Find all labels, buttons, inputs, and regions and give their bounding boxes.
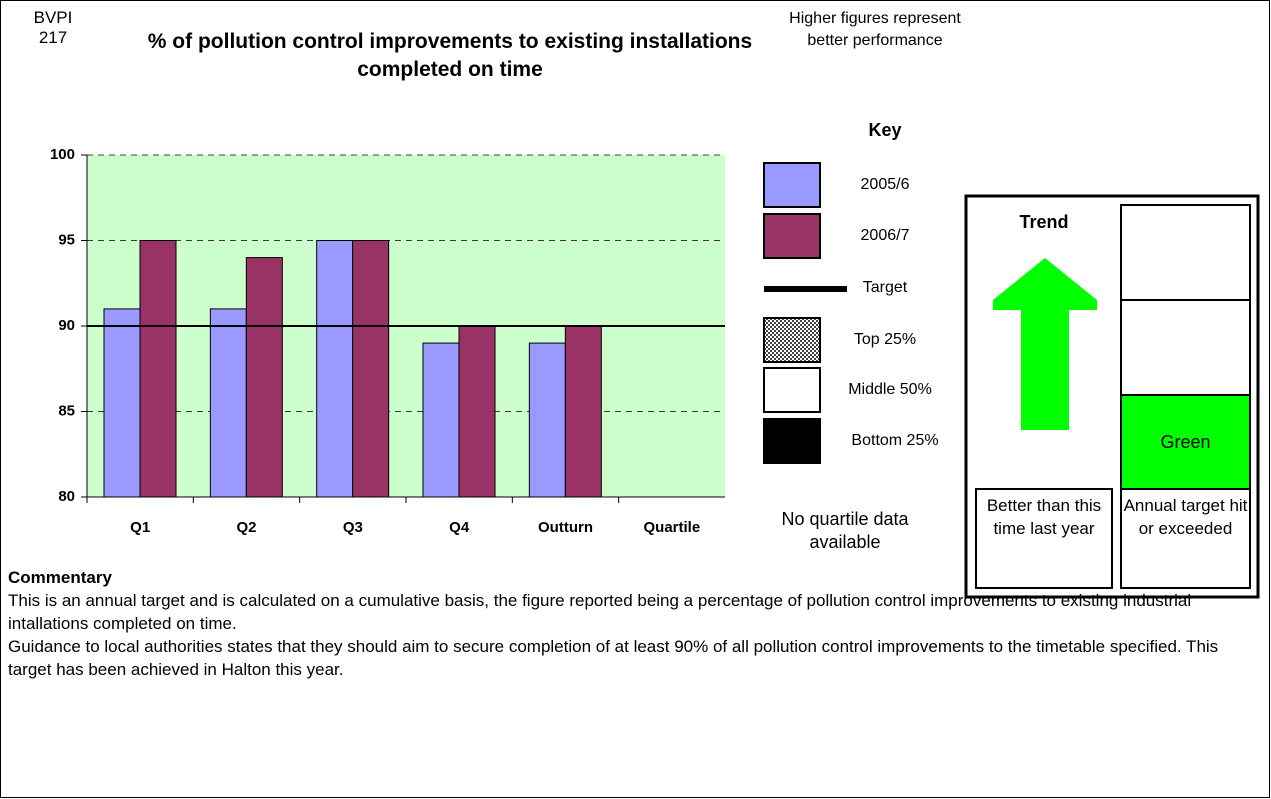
legend-swatch [763, 213, 821, 259]
bar [103, 308, 141, 498]
commentary: Commentary This is an annual target and … [8, 566, 1218, 681]
y-tick-label: 95 [58, 231, 75, 248]
status-caption: Annual target hit or exceeded [1123, 496, 1248, 538]
bar [245, 257, 283, 498]
trend-caption: Better than this time last year [986, 496, 1102, 538]
bar [458, 325, 496, 498]
bar [352, 240, 390, 498]
bottom-quartile-swatch [763, 418, 821, 464]
commentary-text: Guidance to local authorities states tha… [8, 637, 1219, 679]
top-quartile-swatch [763, 317, 821, 363]
bar [422, 342, 460, 498]
x-tick-label: Q1 [130, 519, 150, 536]
bar [564, 325, 602, 498]
y-tick-label: 85 [58, 402, 75, 419]
y-tick-label: 90 [58, 317, 75, 334]
x-tick-label: Quartile [643, 519, 700, 536]
legend-label: Target [862, 279, 908, 296]
key-title: Key [868, 120, 902, 140]
quartile-note: No quartile data available [781, 509, 909, 552]
y-tick-label: 80 [58, 488, 75, 505]
bar [316, 240, 354, 498]
legend-label: Bottom 25% [851, 432, 939, 449]
note: Higher figures represent better performa… [789, 10, 961, 49]
y-tick-label: 100 [50, 146, 75, 163]
bar [139, 240, 177, 498]
legend-label: 2006/7 [860, 227, 910, 244]
x-tick-label: Q3 [343, 519, 363, 536]
trend-caption-box [975, 488, 1113, 589]
status-cell-green [1120, 394, 1251, 490]
legend-label: Top 25% [853, 331, 917, 348]
bar [528, 342, 566, 498]
middle-quartile-swatch [763, 367, 821, 413]
commentary-text: This is an annual target and is calculat… [8, 591, 1192, 633]
trend-title: Trend [1019, 212, 1069, 232]
legend-label: Middle 50% [848, 381, 932, 398]
status-caption-box [1120, 488, 1251, 589]
trend-panel [964, 194, 1260, 599]
commentary-heading: Commentary [8, 568, 112, 587]
bar [209, 308, 247, 498]
status-cell [1120, 299, 1251, 396]
legend-swatch [763, 162, 821, 208]
x-tick-label: Q2 [236, 519, 256, 536]
trend-arrow [993, 258, 1097, 430]
legend-label: 2005/6 [860, 176, 910, 193]
chart-title: % of pollution control improvements to e… [147, 30, 753, 81]
x-tick-label: Outturn [538, 519, 593, 536]
status-label: Green [1160, 432, 1211, 452]
x-tick-label: Q4 [449, 519, 470, 536]
code: BVPI 217 [33, 8, 73, 47]
status-cell [1120, 204, 1251, 301]
